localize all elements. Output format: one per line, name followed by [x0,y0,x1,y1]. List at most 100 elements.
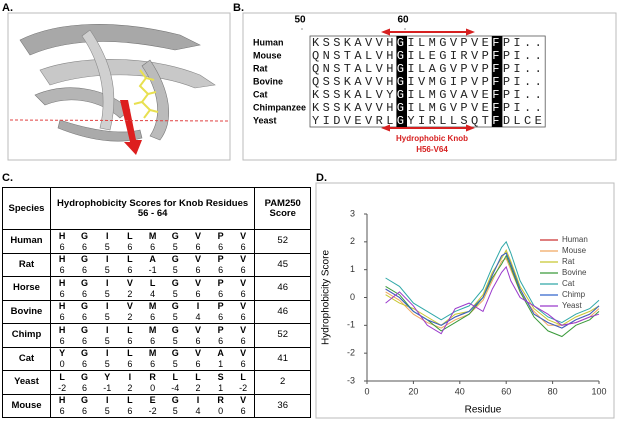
residue-cell: L [118,252,142,265]
residue-cell: P [209,252,232,265]
score-cell: 5 [163,241,187,254]
residue-cell: V [118,276,142,289]
pam-cell: 41 [254,346,312,371]
y-tick-label: 3 [350,208,355,218]
score-cell: 6 [118,358,142,371]
score-cell: 5 [163,358,187,371]
residue-cell: H [50,252,74,265]
pam-cell: 46 [254,276,312,301]
residue-cell: G [73,346,96,359]
species-cell: Yeast [2,370,51,395]
annotation: H56-V64 [416,145,448,154]
x-tick-label: 60 [501,386,511,396]
residue-cell: V [186,323,210,336]
score-cell: 4 [141,288,164,301]
score-cell: 6 [73,358,96,371]
species-cell: Horse [2,276,51,301]
pam-cell: 46 [254,299,312,324]
header-row: Species Hydrophobicity Scores for Knob Re… [2,187,312,230]
residue-cell: V [118,299,142,312]
residue-cell: G [73,229,96,242]
score-cell: 6 [73,382,96,395]
residue-cell: L [141,276,164,289]
residue-cell: G [163,346,187,359]
residue-cell: V [232,323,255,336]
species-cell: Mouse [2,393,51,418]
residue-cell: G [163,276,187,289]
residue-cell: P [209,229,232,242]
sequence: QSSKAVVHGIVMGIPVPFPI.. [312,75,545,89]
score-cell: 6 [186,241,210,254]
residue-cell: R [209,393,232,406]
score-cell: 5 [163,264,187,277]
residue-cell: I [95,299,119,312]
residue-cell: H [50,229,74,242]
ruler-dot: . [404,21,407,31]
pam-cell: 52 [254,229,312,254]
residue-cell: I [95,323,119,336]
score-cell: 6 [232,311,255,324]
x-tick-label: 20 [408,386,418,396]
score-cell: 2 [186,382,210,395]
residue-cell: G [73,276,96,289]
pam-cell: 2 [254,370,312,395]
sequence: KSSKAVVHGILMGVPVEFPI.. [312,36,545,50]
residue-cell: S [209,370,232,383]
species-name: Mouse [253,50,282,60]
residue-cell: I [95,346,119,359]
score-table: Species Hydrophobicity Scores for Knob Re… [2,187,312,418]
species-name: Rat [253,63,268,73]
y-tick-label: 1 [350,264,355,274]
score-row: 6 6 5 6 -2 5 4 0 6 [3,405,311,418]
species-cell: Rat [2,252,51,277]
residue-cell: I [186,299,210,312]
score-cell: 6 [186,358,210,371]
residue-cell: V [186,276,210,289]
panel-frame [242,12,617,161]
score-cell: 5 [95,264,119,277]
legend-label: Rat [562,257,575,266]
score-cell: 6 [141,311,164,324]
x-axis-label: Residue [465,405,502,416]
residue-cell: V [186,229,210,242]
residue-row: Yeast L G Y I R L L S L 2 [2,370,312,395]
series-line [385,240,600,324]
x-tick-label: 80 [548,386,558,396]
residue-cell: G [73,299,96,312]
conserved-column [491,36,503,127]
header-cell: Species [2,187,51,230]
score-cell: 6 [50,264,74,277]
residue-cell: I [95,276,119,289]
score-cell: 6 [232,241,255,254]
residue-cell: Y [95,370,119,383]
score-row: -2 6 -1 2 0 -4 2 1 -2 [3,382,311,395]
sequence: QNSTALVHGILEGIRVPFPI.. [312,49,545,63]
species-name: Bovine [253,76,283,86]
score-cell: 6 [141,335,164,348]
score-cell: 6 [118,264,142,277]
score-cell: 1 [209,382,232,395]
score-cell: -2 [50,382,74,395]
species-cell: Cat [2,346,51,371]
sequence: KSSKALVYGILMGVAVEFPI.. [312,88,545,102]
score-cell: 6 [118,405,142,418]
score-cell: 6 [232,288,255,301]
y-tick-label: 2 [350,236,355,246]
residue-cell: G [73,370,96,383]
score-cell: 1 [209,358,232,371]
score-cell: 6 [141,241,164,254]
score-cell: 6 [186,264,210,277]
residue-cell: H [50,276,74,289]
score-cell: 6 [232,358,255,371]
residue-cell: I [95,252,119,265]
score-cell: 5 [95,241,119,254]
y-tick-label: -1 [347,320,355,330]
residue-cell: G [163,252,187,265]
residue-cell: V [232,393,255,406]
score-cell: 5 [163,288,187,301]
ruler-dot: . [301,21,304,31]
sequence: YIDVEVRLGYIRLLSQTFDLCE [312,114,545,128]
line-chart: -3 -2 -1 0 1 2 3 0 20 40 60 80 100 Residue Hydrophobic… [321,208,607,415]
residue-cell: R [141,370,164,383]
